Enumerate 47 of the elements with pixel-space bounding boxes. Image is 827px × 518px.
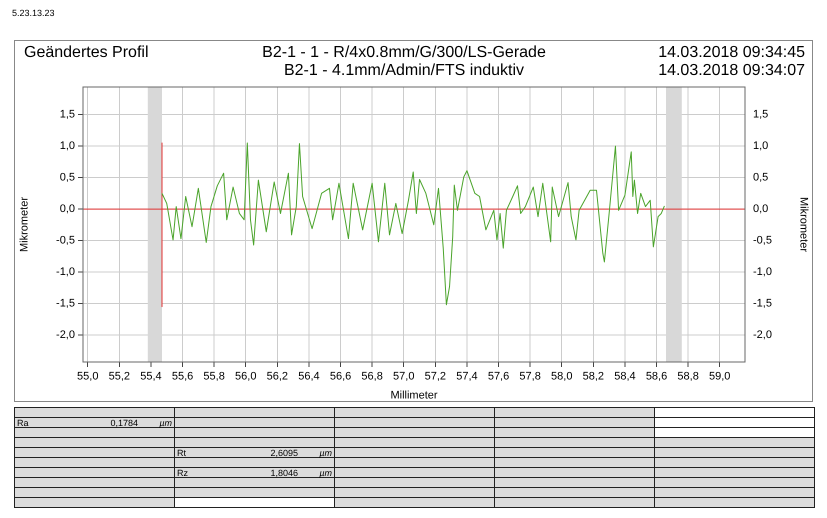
y2-tick-label: 1,5 — [753, 108, 768, 121]
text: 14.03.2018 09:34:45 — [658, 44, 805, 62]
x-tick-label: 57,4 — [456, 370, 478, 383]
x-tick-label: 58,0 — [551, 370, 572, 383]
y2-tick-label: -0,5 — [753, 234, 772, 247]
x-tick-label: 56,6 — [330, 370, 352, 383]
y-tick-label: 1,5 — [60, 108, 75, 121]
x-tick-label: 55,2 — [108, 370, 130, 383]
text: 14.03.2018 09:34:07 — [658, 62, 805, 80]
y2-tick-label: 1,0 — [753, 140, 768, 152]
x-tick-label: 58,6 — [646, 370, 668, 383]
x-tick-label: 56,0 — [235, 370, 256, 383]
y2-tick-label: 0,5 — [753, 172, 768, 184]
x-tick-label: 56,4 — [298, 370, 320, 383]
y2-tick-label: 0,0 — [753, 203, 768, 216]
x-tick-label: 55,6 — [172, 370, 194, 383]
x-tick-label: 57,8 — [519, 370, 541, 383]
x-tick-label: 56,2 — [266, 370, 288, 383]
x-tick-label: 55,0 — [77, 370, 98, 383]
text: 5.23.13.23 — [12, 8, 55, 18]
y-tick-label: -2,0 — [56, 328, 75, 341]
text: B2-1 - 4.1mm/Admin/FTS induktiv — [284, 62, 524, 80]
x-tick-label: 57,6 — [488, 370, 510, 383]
x-tick-label: 59,0 — [709, 370, 730, 383]
x-tick-label: 58,2 — [582, 370, 604, 383]
y-tick-label: -1,0 — [56, 266, 75, 278]
x-tick-label: 56,8 — [361, 370, 383, 383]
y-tick-label: -0,5 — [56, 234, 75, 247]
chart-subtitle: B2-1 - 1 - R/4x0.8mm/G/300/LS-Gerade — [262, 44, 546, 62]
y2-tick-label: -2,0 — [753, 328, 772, 341]
results-table: Ra 0,1784 µm Rt 2,6095 µm Rz 1,8046 µm — [14, 407, 815, 508]
y-tick-label: 0,0 — [60, 203, 75, 216]
x-tick-label: 55,4 — [140, 370, 162, 383]
y-tick-label: 0,5 — [60, 172, 75, 184]
x-tick-label: 55,8 — [203, 370, 225, 383]
x-tick-label: 58,8 — [677, 370, 699, 383]
y2-tick-label: -1,0 — [753, 266, 772, 278]
x-axis-title: Millimeter — [390, 389, 438, 402]
x-tick-label: 57,0 — [393, 370, 414, 383]
y2-axis-title: Mikrometer — [797, 196, 810, 252]
y-axis-title: Mikrometer — [18, 196, 31, 252]
x-tick-label: 58,4 — [614, 370, 636, 383]
x-tick-label: 57,2 — [424, 370, 446, 383]
y2-tick-label: -1,5 — [753, 298, 772, 310]
y-tick-label: -1,5 — [56, 298, 75, 310]
y-tick-label: 1,0 — [60, 140, 75, 152]
chart-title: Geändertes Profil — [24, 44, 149, 62]
